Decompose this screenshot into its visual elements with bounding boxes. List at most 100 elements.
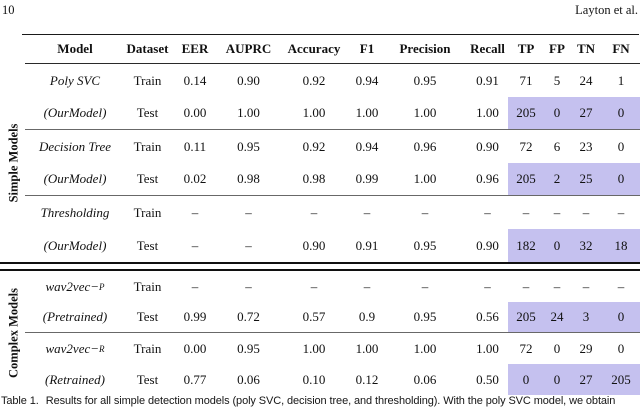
model-name-cell: Thresholding <box>40 204 110 220</box>
value-cell: – <box>421 278 429 294</box>
model-name-cell: wav2vec− R <box>45 340 105 356</box>
value-cell: – <box>191 237 199 253</box>
value-cell: 0.14 <box>183 72 207 88</box>
value-cell: 0 <box>602 97 640 129</box>
value-cell: 5 <box>553 72 561 88</box>
dataset-cell: Train <box>133 278 162 294</box>
caption-text: Results for all simple detection models … <box>45 395 616 407</box>
value-cell: 0.96 <box>413 138 437 154</box>
value-cell: – <box>363 204 371 220</box>
table-row: wav2vec− R Train 0.00 0.95 1.00 1.00 1.00 1.00 72… <box>25 333 640 364</box>
value-cell: – <box>522 204 530 220</box>
table-row: (OurModel) Test – – 0.90 0.91 0.95 0.90 182 0 32 18 <box>25 229 640 262</box>
value-cell: 0.95 <box>413 72 437 88</box>
value-cell: 1.00 <box>413 105 437 120</box>
table-caption: Table 1. Results for all simple detection… <box>1 395 640 407</box>
model-name-cell: wav2vec− P <box>45 278 105 294</box>
value-cell: 0 <box>544 229 570 262</box>
dataset-cell: Test <box>136 237 159 253</box>
value-cell: 18 <box>602 229 640 262</box>
value-cell: – <box>310 204 318 220</box>
value-cell: 0.00 <box>183 105 207 120</box>
value-cell: 0.72 <box>237 309 260 324</box>
value-cell: 0.02 <box>183 171 207 186</box>
value-cell: 71 <box>519 72 533 88</box>
column-header-fn: FN <box>612 41 630 56</box>
value-cell: 3 <box>570 302 602 332</box>
value-cell: 72 <box>519 138 533 154</box>
dataset-cell: Test <box>136 171 159 186</box>
complex-models-section: wav2vec− P Train – – – – – – – – – – (Pretrained) Test… <box>25 271 640 395</box>
column-header-auprc: AUPRC <box>225 41 272 56</box>
value-cell: 0.90 <box>476 138 499 154</box>
table-top-rule <box>22 34 639 35</box>
value-cell: 0.00 <box>183 340 207 356</box>
value-cell: 25 <box>570 163 602 195</box>
column-header-fp: FP <box>549 41 565 56</box>
model-name-cell: (OurModel) <box>43 171 107 186</box>
page-number: 10 <box>2 3 15 17</box>
value-cell: – <box>484 278 491 294</box>
value-cell: – <box>553 278 561 294</box>
value-cell: 27 <box>570 364 602 395</box>
value-cell: 0.98 <box>302 171 326 186</box>
value-cell: 1.00 <box>302 105 326 120</box>
value-cell: 0.57 <box>302 309 326 324</box>
value-cell: 0.06 <box>237 371 260 387</box>
column-header-model: Model <box>57 41 93 56</box>
value-cell: 1 <box>617 72 625 88</box>
value-cell: 0 <box>617 138 625 154</box>
value-cell: 32 <box>570 229 602 262</box>
model-name-cell: Poly SVC <box>49 72 101 88</box>
column-header-precision: Precision <box>399 41 451 56</box>
page-header: 10 Layton et al. <box>0 3 640 19</box>
value-cell: – <box>310 278 318 294</box>
value-cell: 6 <box>553 138 561 154</box>
value-cell: 0.90 <box>237 72 260 88</box>
value-cell: 0 <box>602 302 640 332</box>
value-cell: 0.95 <box>413 309 437 324</box>
value-cell: 29 <box>579 340 593 356</box>
dataset-cell: Train <box>133 204 162 220</box>
caption-label: Table 1. <box>1 395 39 407</box>
value-cell: 0.94 <box>355 72 379 88</box>
value-cell: 0.99 <box>183 309 207 324</box>
value-cell: – <box>191 278 199 294</box>
value-cell: – <box>617 278 625 294</box>
value-cell: 0.9 <box>358 309 376 324</box>
dataset-cell: Train <box>133 72 162 88</box>
value-cell: 1.00 <box>476 105 499 120</box>
value-cell: 1.00 <box>237 105 260 120</box>
value-cell: 0.06 <box>413 371 437 387</box>
value-cell: 0.95 <box>237 340 260 356</box>
value-cell: – <box>582 278 590 294</box>
value-cell: 0.95 <box>413 237 437 253</box>
running-author: Layton et al. <box>575 3 638 17</box>
value-cell: – <box>522 278 530 294</box>
value-cell: 1.00 <box>355 105 379 120</box>
value-cell: 0.12 <box>355 371 379 387</box>
value-cell: 205 <box>602 364 640 395</box>
table-row: wav2vec− P Train – – – – – – – – – – <box>25 271 640 302</box>
value-cell: 27 <box>570 97 602 129</box>
value-cell: 1.00 <box>302 340 326 356</box>
column-header-recall: Recall <box>470 41 505 56</box>
value-cell: 24 <box>544 302 570 332</box>
dataset-cell: Test <box>136 309 159 324</box>
value-cell: – <box>191 204 199 220</box>
model-name-cell: (OurModel) <box>43 237 107 253</box>
table-row: (Retrained) Test 0.77 0.06 0.10 0.12 0.06 0.50 0… <box>25 364 640 395</box>
column-header-eer: EER <box>181 41 209 56</box>
model-name-cell: (Pretrained) <box>42 309 108 324</box>
value-cell: – <box>484 204 491 220</box>
column-header-accuracy: Accuracy <box>287 41 341 56</box>
value-cell: 0.50 <box>476 371 499 387</box>
table-row: (OurModel) Test 0.02 0.98 0.98 0.99 1.00 0.96 20… <box>25 163 640 196</box>
table-row: (OurModel) Test 0.00 1.00 1.00 1.00 1.00 1.00 20… <box>25 97 640 130</box>
value-cell: – <box>363 278 371 294</box>
value-cell: 1.00 <box>413 340 437 356</box>
value-cell: – <box>245 278 252 294</box>
value-cell: 0.96 <box>476 171 499 186</box>
model-name-cell: (OurModel) <box>43 105 107 120</box>
value-cell: – <box>421 204 429 220</box>
